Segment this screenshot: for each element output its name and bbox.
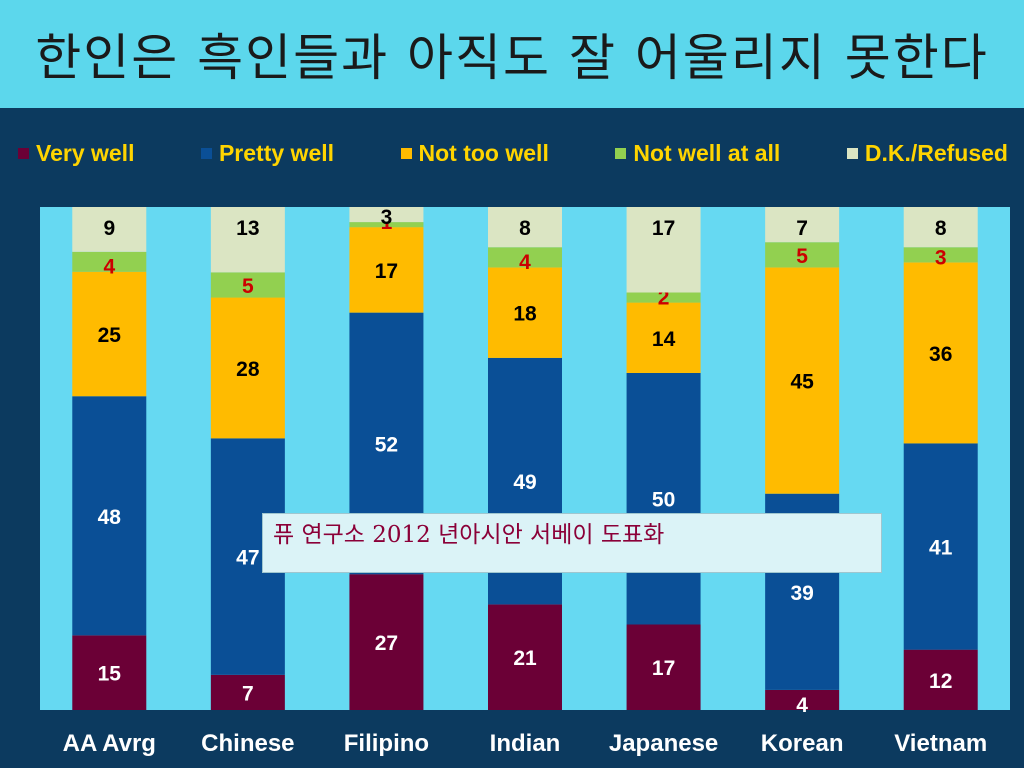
data-label-aa-avrg-pretty-well: 48	[98, 506, 122, 529]
bar-segment-filipino-very-well	[349, 574, 424, 710]
bar-segment-indian-d-k-refused	[488, 207, 562, 248]
data-label-vietnam-d-k-refused: 8	[935, 217, 947, 240]
data-label-japanese-pretty-well: 50	[652, 489, 675, 512]
bar-segment-aa-avrg-very-well	[72, 635, 147, 710]
data-label-filipino-very-well: 27	[375, 632, 398, 655]
data-label-korean-d-k-refused: 7	[796, 217, 808, 240]
bar-segment-filipino-not-too-well	[349, 227, 424, 313]
data-label-chinese-d-k-refused: 13	[236, 217, 259, 240]
legend-swatch-pretty-well	[200, 148, 212, 159]
bar-segment-indian-very-well	[488, 604, 562, 710]
bar-segment-aa-avrg-not-well-at-all	[72, 251, 147, 272]
bar-segment-japanese-not-too-well	[626, 302, 701, 373]
legend-item-not-well-at-all: Not well at all	[615, 140, 780, 167]
data-label-korean-pretty-well: 39	[790, 582, 813, 605]
bar-segment-korean-d-k-refused	[765, 207, 840, 243]
data-label-vietnam-not-too-well: 36	[929, 343, 952, 366]
data-label-japanese-not-too-well: 14	[652, 328, 676, 351]
data-label-chinese-not-well-at-all: 5	[242, 275, 254, 298]
legend-label-very-well: Very well	[36, 140, 135, 166]
bar-segment-vietnam-pretty-well	[903, 443, 978, 650]
chart-legend: Very well Pretty well Not too well Not w…	[18, 140, 1008, 167]
bar-segment-indian-not-well-at-all	[488, 247, 562, 268]
legend-item-pretty-well: Pretty well	[200, 140, 335, 167]
legend-label-dk-refused: D.K./Refused	[864, 140, 1008, 166]
data-label-korean-not-well-at-all: 5	[796, 245, 808, 268]
x-tick-label-filipino: Filipino	[344, 730, 429, 757]
legend-item-dk-refused: D.K./Refused	[846, 140, 1008, 167]
legend-item-very-well: Very well	[18, 140, 134, 167]
x-tick-label-vietnam: Vietnam	[894, 730, 987, 757]
data-label-indian-pretty-well: 49	[513, 471, 536, 494]
data-label-indian-very-well: 21	[513, 647, 537, 670]
data-label-aa-avrg-not-too-well: 25	[98, 324, 122, 347]
data-label-chinese-very-well: 7	[242, 682, 254, 705]
data-label-aa-avrg-d-k-refused: 9	[103, 217, 115, 240]
data-label-korean-not-too-well: 45	[790, 371, 814, 394]
data-label-chinese-not-too-well: 28	[236, 358, 260, 381]
data-label-japanese-very-well: 17	[652, 657, 675, 680]
bar-segment-aa-avrg-d-k-refused	[72, 207, 147, 252]
legend-swatch-dk-refused	[846, 148, 858, 159]
bar-segment-japanese-not-well-at-all	[626, 292, 701, 303]
bar-segment-aa-avrg-not-too-well	[72, 271, 147, 397]
data-label-japanese-not-well-at-all: 2	[658, 287, 670, 310]
bar-segment-vietnam-very-well	[903, 649, 978, 710]
bar-segment-vietnam-not-well-at-all	[903, 247, 978, 263]
data-label-vietnam-pretty-well: 41	[929, 537, 953, 560]
data-label-filipino-d-k-refused: 3	[381, 206, 393, 229]
legend-label-pretty-well: Pretty well	[218, 140, 335, 166]
data-label-filipino-not-too-well: 17	[375, 260, 398, 283]
bar-segment-chinese-very-well	[210, 674, 285, 710]
bar-segment-japanese-very-well	[626, 624, 701, 710]
bar-segment-chinese-not-too-well	[210, 297, 285, 439]
source-note: 퓨 연구소 2012 년아시안 서베이 도표화	[262, 513, 882, 573]
legend-label-not-well-at-all: Not well at all	[633, 140, 781, 166]
legend-swatch-not-too-well	[400, 148, 412, 159]
x-tick-label-indian: Indian	[490, 730, 561, 757]
x-tick-label-aa-avrg: AA Avrg	[63, 730, 156, 757]
data-label-vietnam-not-well-at-all: 3	[935, 246, 947, 269]
bar-segment-aa-avrg-pretty-well	[72, 396, 147, 636]
legend-label-not-too-well: Not too well	[418, 140, 549, 166]
bar-segment-chinese-not-well-at-all	[210, 272, 285, 298]
bar-segment-korean-very-well	[765, 689, 840, 710]
x-tick-label-korean: Korean	[761, 730, 844, 757]
bar-segment-japanese-d-k-refused	[626, 207, 701, 293]
bar-segment-filipino-not-well-at-all	[349, 222, 424, 228]
title-bar: 한인은 흑인들과 아직도 잘 어울리지 못한다	[0, 0, 1024, 108]
bar-segment-japanese-pretty-well	[626, 372, 701, 625]
data-label-vietnam-very-well: 12	[929, 670, 952, 693]
bar-segment-vietnam-not-too-well	[903, 262, 978, 444]
x-tick-label-japanese: Japanese	[609, 730, 718, 757]
page-title: 한인은 흑인들과 아직도 잘 어울리지 못한다	[35, 29, 989, 87]
data-label-indian-not-too-well: 18	[513, 303, 537, 326]
data-label-indian-not-well-at-all: 4	[519, 251, 531, 274]
data-label-indian-d-k-refused: 8	[519, 217, 531, 240]
bar-segment-filipino-d-k-refused	[349, 207, 424, 223]
legend-swatch-not-well-at-all	[615, 148, 627, 159]
data-label-chinese-pretty-well: 47	[236, 547, 259, 570]
bar-segment-chinese-d-k-refused	[210, 207, 285, 273]
legend-item-not-too-well: Not too well	[400, 140, 549, 167]
data-label-aa-avrg-very-well: 15	[98, 663, 122, 686]
x-tick-label-chinese: Chinese	[201, 730, 294, 757]
bar-segment-vietnam-d-k-refused	[903, 207, 978, 248]
bar-segment-korean-not-too-well	[765, 267, 840, 494]
legend-swatch-very-well	[18, 148, 29, 159]
data-label-aa-avrg-not-well-at-all: 4	[103, 256, 115, 279]
data-label-korean-very-well: 4	[796, 694, 808, 717]
bar-segment-korean-not-well-at-all	[765, 242, 840, 268]
data-label-filipino-pretty-well: 52	[375, 433, 398, 456]
bar-segment-indian-not-too-well	[488, 267, 562, 358]
data-label-japanese-d-k-refused: 17	[652, 217, 675, 240]
